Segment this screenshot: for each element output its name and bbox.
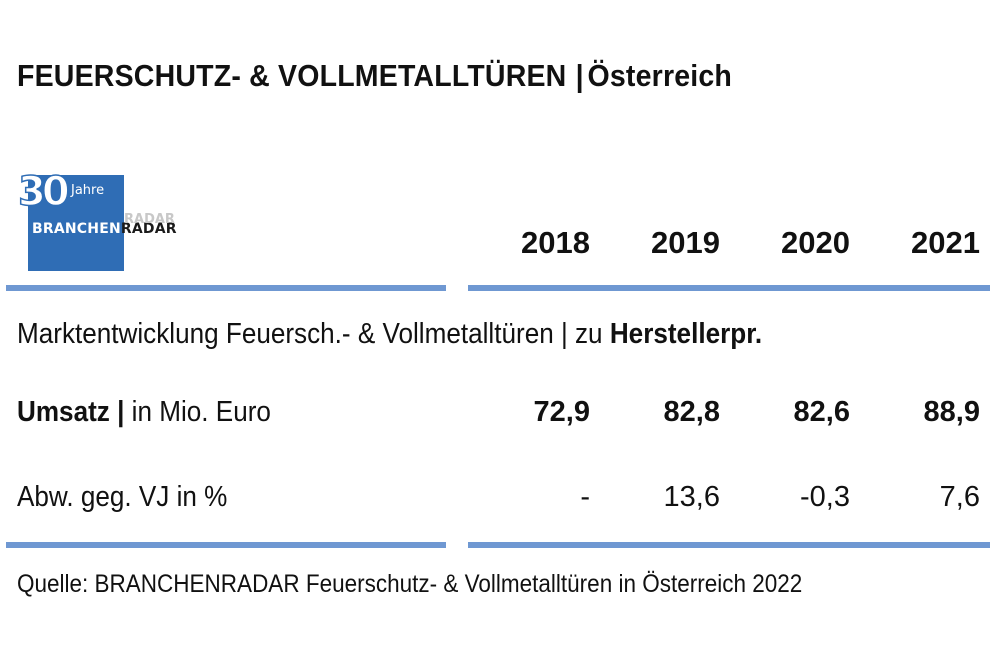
year-header-2021: 2021: [911, 225, 980, 260]
divider-top-right: [468, 285, 990, 291]
logo-ghost-text: RADAR: [124, 212, 175, 227]
divider-bottom-right: [468, 542, 990, 548]
row-label-rest: Abw. geg. VJ in %: [17, 481, 228, 513]
table-cell: -0,3: [800, 481, 850, 513]
logo-brand: BRANCHENRADAR: [32, 221, 177, 237]
chart-title: FEUERSCHUTZ- & VOLLMETALLTÜREN | Österreic…: [17, 58, 732, 94]
logo-number: 30: [17, 168, 70, 216]
section-text: Marktentwicklung Feuersch.- & Vollmetall…: [17, 318, 610, 350]
row-label-abweichung: Abw. geg. VJ in %: [17, 481, 227, 514]
title-main: FEUERSCHUTZ- & VOLLMETALLTÜREN: [17, 58, 567, 93]
title-region: Österreich: [587, 58, 733, 93]
table-cell: 7,6: [939, 481, 980, 513]
logo-jahre: Jahre: [71, 183, 105, 198]
table-cell: 13,6: [663, 481, 720, 513]
title-separator: |: [575, 58, 584, 93]
branchenradar-logo: 30 Jahre BRANCHENRADAR RADAR: [17, 168, 177, 271]
row-label-rest: in Mio. Euro: [131, 396, 271, 428]
table-cell: -: [580, 481, 590, 513]
table-cell: 72,9: [533, 396, 590, 428]
row-label-bold: Umsatz: [17, 396, 110, 428]
divider-bottom-left: [6, 542, 446, 548]
year-header-2018: 2018: [521, 225, 590, 260]
section-heading: Marktentwicklung Feuersch.- & Vollmetall…: [17, 318, 762, 351]
year-header-2019: 2019: [651, 225, 720, 260]
row-label-separator: |: [117, 396, 125, 428]
table-cell: 82,6: [793, 396, 850, 428]
year-header-2020: 2020: [781, 225, 850, 260]
logo-brand-part1: BRANCHEN: [32, 221, 121, 237]
table-cell: 82,8: [663, 396, 720, 428]
row-label-umsatz: Umsatz | in Mio. Euro: [17, 396, 271, 429]
section-bold: Herstellerpr.: [609, 318, 763, 350]
table-cell: 88,9: [923, 396, 980, 428]
divider-top-left: [6, 285, 446, 291]
logo-brand-part2: RADAR: [120, 221, 177, 237]
source-note: Quelle: BRANCHENRADAR Feuerschutz- & Vol…: [17, 570, 803, 598]
